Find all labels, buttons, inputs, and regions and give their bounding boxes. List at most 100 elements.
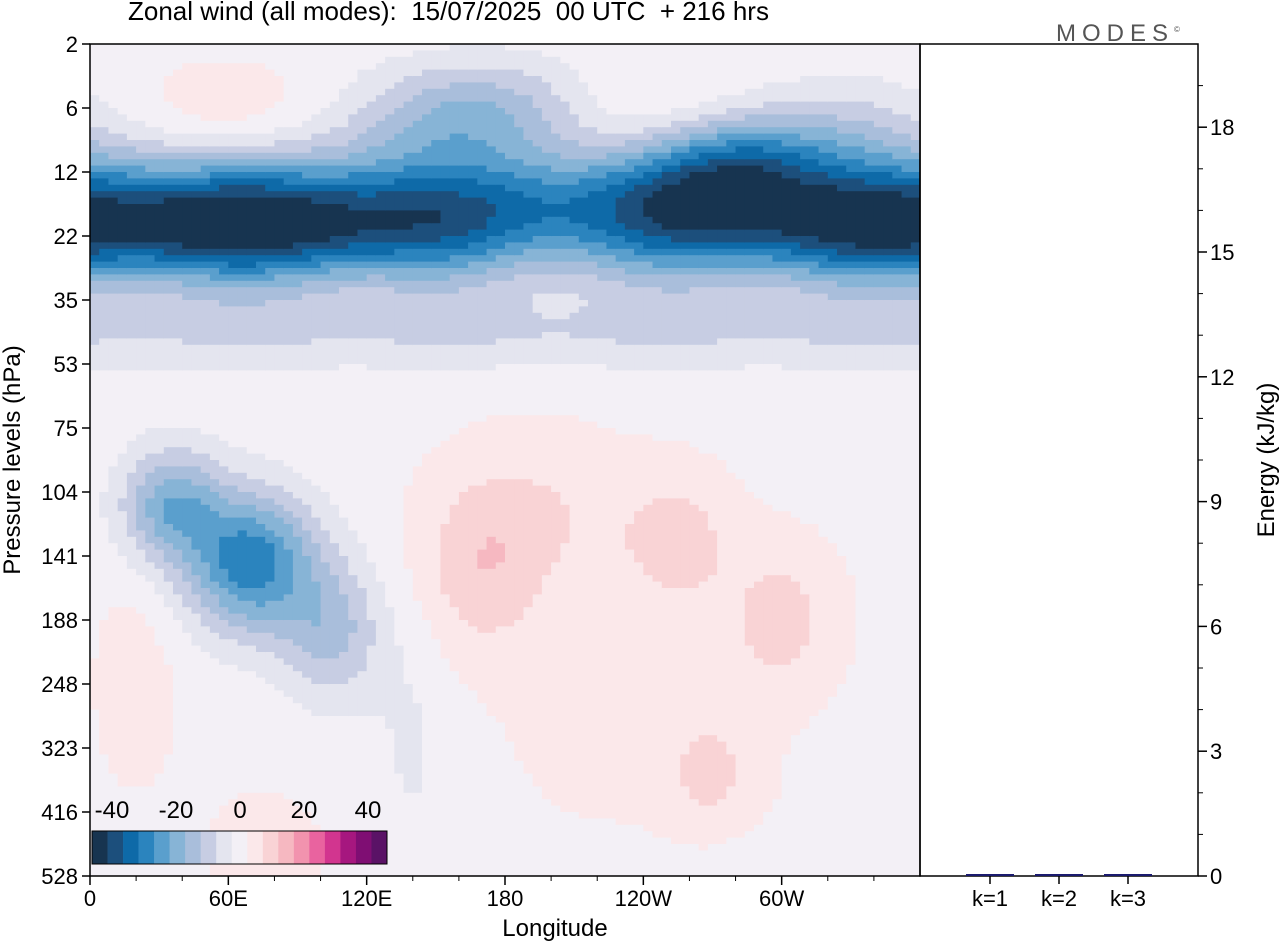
heatmap-cell (228, 172, 239, 179)
heatmap-cell (901, 274, 912, 288)
heatmap-cell (320, 248, 331, 256)
heatmap-cell (809, 76, 820, 103)
heatmap-cell (689, 242, 700, 250)
heatmap-cell (458, 274, 469, 288)
heatmap-cell (99, 517, 110, 621)
heatmap-cell (274, 76, 285, 103)
x-tick-label: 180 (487, 886, 524, 911)
heatmap-cell (329, 543, 340, 576)
heatmap-cell (523, 76, 534, 96)
heatmap-cell (726, 229, 737, 243)
heatmap-cell (477, 82, 488, 103)
heatmap-cell (698, 268, 709, 275)
heatmap-cell (486, 370, 497, 416)
heatmap-cell (274, 639, 285, 659)
heatmap-cell (265, 300, 276, 346)
heatmap-cell (440, 69, 451, 90)
heatmap-cell (219, 248, 229, 256)
heatmap-cell (754, 248, 764, 256)
heatmap-cell (191, 645, 202, 876)
heatmap-cell (652, 114, 663, 128)
heatmap-cell (292, 703, 303, 807)
heatmap-cell (237, 63, 248, 122)
heatmap-cell (126, 268, 137, 275)
heatmap-cell (790, 146, 801, 154)
heatmap-cell (182, 159, 193, 173)
heatmap-cell (744, 338, 755, 365)
heatmap-cell (375, 210, 386, 231)
heatmap-cell (191, 549, 202, 576)
heatmap-cell (744, 492, 755, 589)
heatmap-cell (228, 581, 239, 595)
heatmap-cell (449, 178, 460, 192)
heatmap-cell (624, 524, 635, 551)
heatmap-cell (108, 248, 119, 263)
heatmap-cell (569, 364, 580, 416)
heatmap-cell (228, 485, 239, 506)
heatmap-cell (717, 338, 727, 371)
heatmap-cell (228, 613, 239, 627)
heatmap-cell (237, 600, 248, 615)
heatmap-cell (541, 415, 552, 487)
heatmap-cell (883, 261, 893, 269)
heatmap-cell (431, 50, 442, 71)
heatmap-cell (265, 248, 276, 256)
heatmap-cell (707, 575, 718, 736)
heatmap-cell (200, 165, 211, 179)
heatmap-cell (237, 44, 248, 64)
heatmap-cell (117, 293, 128, 339)
heatmap-cell (827, 44, 838, 77)
heatmap-cell (486, 101, 497, 147)
heatmap-cell (256, 172, 266, 179)
heatmap-cell (514, 338, 525, 365)
heatmap-cell (99, 261, 110, 269)
heatmap-cell (606, 184, 617, 237)
heatmap-cell (735, 837, 746, 876)
heatmap-cell (412, 44, 423, 51)
heatmap-cell (228, 63, 239, 122)
heatmap-cell (173, 44, 183, 71)
heatmap-cell (541, 332, 552, 365)
heatmap-cell (541, 799, 552, 876)
heatmap-cell (117, 255, 128, 269)
heatmap-cell (551, 172, 561, 186)
heatmap-cell (634, 287, 644, 346)
heatmap-cell (412, 344, 423, 371)
heatmap-cell (615, 172, 626, 186)
heatmap-cell (246, 255, 257, 269)
heatmap-cell (532, 223, 543, 237)
heatmap-cell (855, 159, 866, 173)
heatmap-cell (283, 511, 294, 525)
heatmap-cell (615, 44, 626, 115)
heatmap-cell (274, 165, 285, 173)
heatmap-cell (772, 511, 783, 576)
heatmap-cell (735, 287, 746, 339)
heatmap-cell (578, 242, 589, 250)
heatmap-cell (412, 242, 423, 250)
heatmap-cell (781, 287, 792, 339)
heatmap-cell (126, 159, 137, 167)
heatmap-cell (781, 268, 792, 275)
heatmap-cell (781, 754, 792, 876)
heatmap-cell (763, 812, 774, 876)
heatmap-cell (219, 261, 229, 275)
heatmap-cell (339, 127, 349, 147)
heatmap-cell (468, 626, 478, 691)
heatmap-cell (209, 492, 220, 512)
heatmap-cell (117, 44, 128, 115)
heatmap-cell (173, 466, 183, 480)
heatmap-cell (809, 716, 820, 876)
heatmap-cell (136, 613, 146, 787)
heatmap-cell (246, 248, 257, 256)
heatmap-cell (219, 370, 229, 442)
heatmap-cell (514, 255, 525, 263)
heatmap-cell (855, 146, 866, 160)
heatmap-cell (772, 287, 783, 339)
heatmap-cell (357, 108, 368, 135)
heatmap-cell (394, 172, 405, 179)
heatmap-cell (200, 652, 211, 839)
heatmap-cell (661, 184, 672, 231)
heatmap-cell (910, 184, 920, 199)
heatmap-cell (837, 133, 847, 147)
heatmap-cell (200, 133, 211, 147)
